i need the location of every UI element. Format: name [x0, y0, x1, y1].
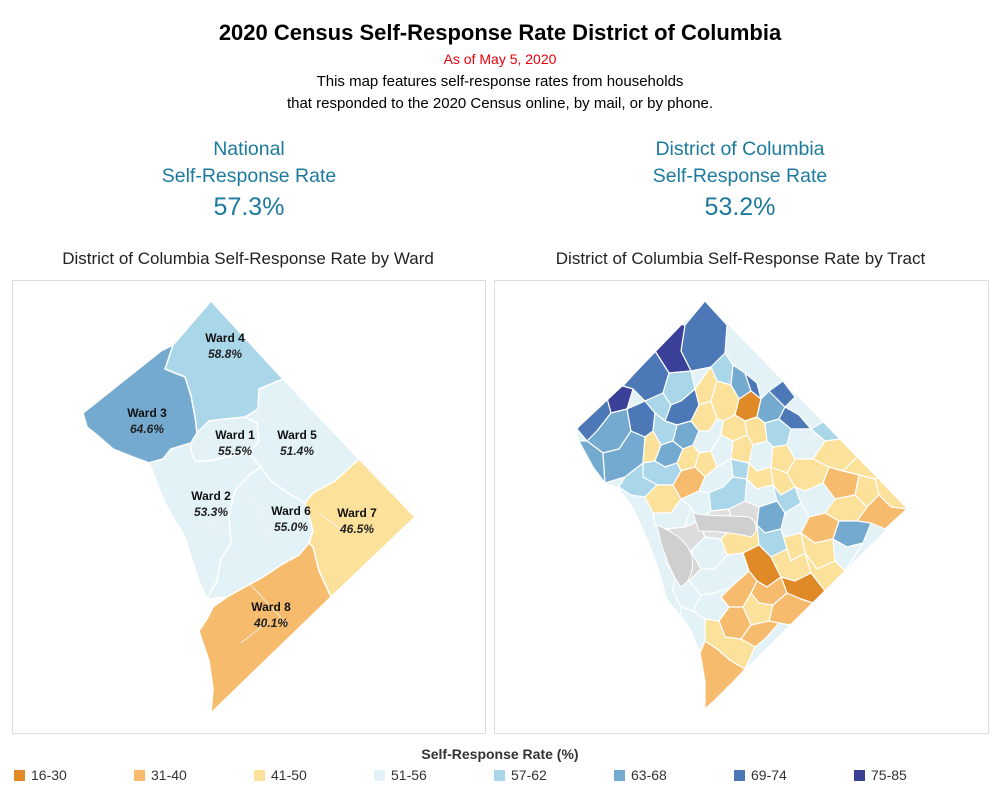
- legend-label: 51-56: [391, 767, 427, 783]
- description-line-2: that responded to the 2020 Census online…: [286, 95, 714, 112]
- legend-swatch: [614, 769, 625, 781]
- legend-item[interactable]: 57-62: [494, 765, 547, 785]
- ward-rate-label: 40.1%: [253, 616, 288, 630]
- legend-swatch: [14, 769, 25, 781]
- ward-label: Ward 1: [215, 428, 255, 442]
- ward-7-region[interactable]: [304, 458, 416, 598]
- kpi-label: National: [213, 138, 285, 160]
- ward-label: Ward 4: [205, 331, 245, 345]
- legend-label: 63-68: [631, 767, 667, 783]
- ward-rate-label: 46.5%: [339, 522, 374, 536]
- ward-8-region[interactable]: [198, 542, 332, 714]
- kpi-value: 57.3%: [213, 193, 285, 221]
- legend-swatch: [374, 769, 385, 781]
- legend-label: 16-30: [31, 767, 67, 783]
- legend-label: 57-62: [511, 767, 547, 783]
- ward-rate-label: 55.0%: [274, 520, 308, 534]
- legend-label: 75-85: [871, 767, 907, 783]
- ward-rate-label: 64.6%: [130, 422, 164, 436]
- tract-map-title: District of Columbia Self-Response Rate …: [555, 249, 926, 268]
- legend-item[interactable]: 63-68: [614, 765, 667, 785]
- legend-item[interactable]: 75-85: [854, 765, 907, 785]
- legend-label: 41-50: [271, 767, 307, 783]
- ward-rate-label: 58.8%: [208, 347, 242, 361]
- legend-swatch: [734, 769, 745, 781]
- legend-item[interactable]: 51-56: [374, 765, 427, 785]
- legend-item[interactable]: 16-30: [14, 765, 67, 785]
- ward-label: Ward 8: [251, 600, 291, 614]
- ward-rate-label: 51.4%: [280, 444, 314, 458]
- ward-map: Ward 1 55.5% Ward 2 53.3% Ward 3 64.6% Ward 4 5…: [82, 300, 416, 714]
- ward-label: Ward 5: [277, 428, 317, 442]
- as-of-date: As of May 5, 2020: [443, 51, 557, 67]
- legend-swatch: [854, 769, 865, 781]
- legend-swatch: [254, 769, 265, 781]
- legend-item[interactable]: 69-74: [734, 765, 787, 785]
- ward-map-title: District of Columbia Self-Response Rate …: [62, 249, 434, 268]
- legend-title: Self-Response Rate (%): [421, 746, 579, 762]
- legend-label: 69-74: [751, 767, 787, 783]
- kpi-label: Self-Response Rate: [652, 165, 828, 187]
- tract-shapes: [577, 301, 907, 709]
- tract-map-panel: [494, 280, 989, 734]
- ward-label: Ward 6: [271, 504, 311, 518]
- kpi-label: Self-Response Rate: [161, 165, 337, 187]
- legend-swatch: [134, 769, 145, 781]
- kpi-value: 53.2%: [704, 193, 776, 221]
- national-rate-kpi: National Self-Response Rate 57.3%: [99, 136, 399, 224]
- description-line-1: This map features self-response rates fr…: [316, 73, 684, 90]
- kpi-label: District of Columbia: [655, 138, 825, 160]
- legend-item[interactable]: 31-40: [134, 765, 187, 785]
- ward-rate-label: 53.3%: [194, 505, 228, 519]
- tract-map: [577, 301, 907, 709]
- legend-item[interactable]: 41-50: [254, 765, 307, 785]
- dc-rate-kpi: District of Columbia Self-Response Rate …: [590, 136, 890, 224]
- ward-label: Ward 2: [191, 489, 231, 503]
- ward-label: Ward 3: [127, 406, 167, 420]
- ward-map-panel: Ward 1 55.5% Ward 2 53.3% Ward 3 64.6% Ward 4 5…: [12, 280, 486, 734]
- page-title: 2020 Census Self-Response Rate District …: [218, 20, 782, 45]
- ward-label: Ward 7: [337, 506, 377, 520]
- legend-swatch: [494, 769, 505, 781]
- ward-rate-label: 55.5%: [218, 444, 252, 458]
- legend: 16-30 31-40 41-50 51-56 57-62 63-68 69-74 75-85: [14, 765, 994, 785]
- legend-label: 31-40: [151, 767, 187, 783]
- unpopulated-areas: [656, 512, 757, 588]
